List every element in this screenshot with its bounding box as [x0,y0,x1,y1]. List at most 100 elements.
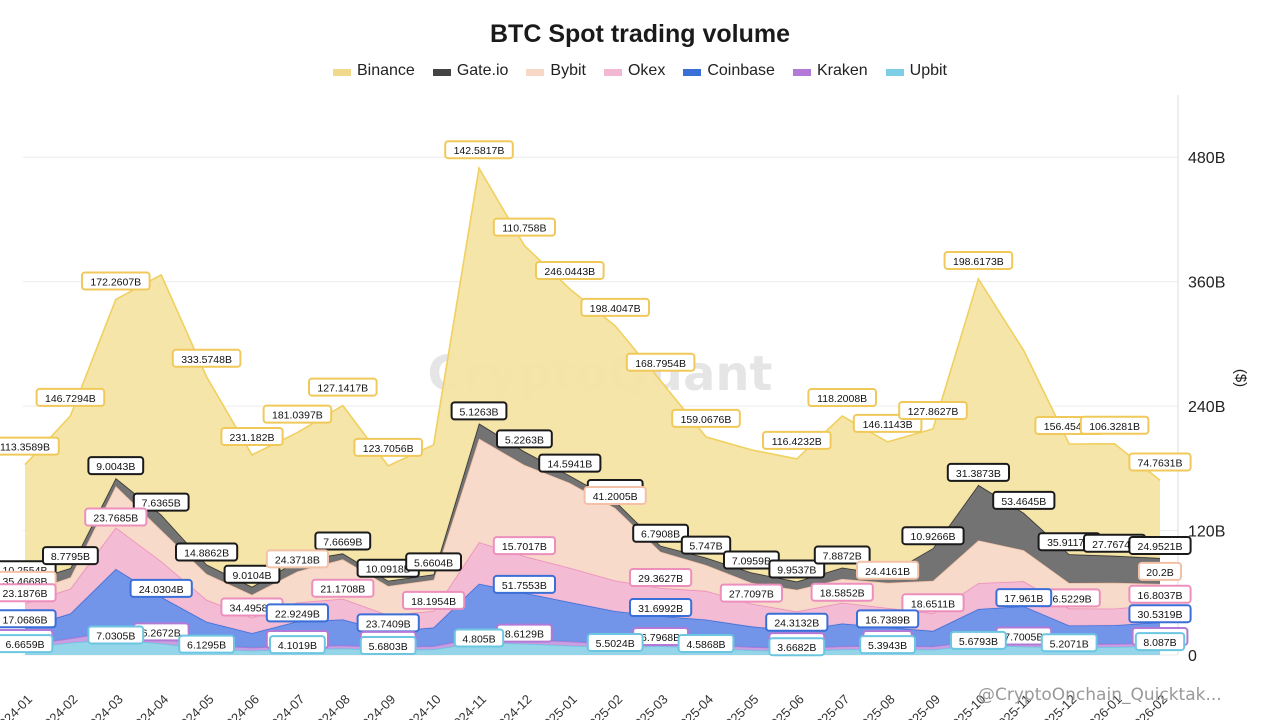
data-label-text: 5.5024B [596,638,635,650]
data-label-text: 21.1708B [320,584,365,596]
legend-item-bybit[interactable]: Bybit [526,62,586,80]
data-label-box [171,348,242,368]
data-label-box [402,590,466,610]
data-label: 5.2263B [496,429,553,449]
data-label-text: 5.6793B [959,636,998,648]
data-label: 21.1708B [311,578,375,598]
data-label: 4.1019B [269,635,326,655]
x-tick-label: 2024-05 [172,692,216,720]
legend-swatch [603,68,622,76]
data-label: 31.3873B [946,462,1010,482]
data-label-text: 31.3873B [956,468,1001,480]
data-label-text: 24.0304B [139,584,184,596]
data-label: 123.7056B [353,437,423,457]
y-tick-label: 360B [1188,275,1225,292]
data-label: 17.961B [995,588,1053,608]
data-label: 24.9521B [1128,535,1192,555]
data-label-text: 113.3589B [0,442,50,454]
data-label-text: 5.2071B [1050,638,1089,650]
data-label-text: 22.9249B [275,608,320,620]
data-label: 6.7908B [632,523,690,543]
data-label-text: 146.7294B [45,393,96,405]
legend-swatch [885,68,904,76]
data-label: 5.747B [680,535,732,555]
data-label-text: 8.087B [1143,637,1176,649]
data-label: 7.8872B [813,545,871,565]
data-label-box [262,404,333,424]
legend-item-binance[interactable]: Binance [332,62,415,80]
data-label: 106.3281B [1079,415,1150,435]
data-label-text: 5.2263B [505,434,544,446]
data-label-box [308,377,378,397]
data-label-text: 4.805B [462,634,495,646]
data-label-text: 34.4958B [230,603,275,615]
data-label-box [538,453,602,473]
data-label-text: 8.6129B [505,629,544,641]
data-label-box [856,609,920,629]
x-tick-label: 2025-09 [899,692,943,720]
data-label-text: 7.6365B [142,498,181,510]
data-label: 127.1417B [308,377,378,397]
area-binance [25,168,1160,587]
data-label-box [0,436,60,456]
data-label-text: 5.6803B [369,641,408,653]
data-label: 168.7954B [625,352,696,372]
data-label-text: 74.7631B [1138,457,1183,469]
data-label-text: 14.5941B [547,459,592,471]
data-label-text: 20.2B [1146,567,1173,579]
data-label-text: 142.5817B [454,145,505,157]
data-label: 231.182B [220,426,284,446]
y-tick-label: 240B [1188,399,1225,416]
legend-item-kraken[interactable]: Kraken [792,62,868,80]
data-label-box [1079,415,1150,435]
data-label-box [898,400,968,420]
data-label: 3.6682B [768,637,826,657]
data-label-box [762,430,832,450]
data-label: 20.2B [1138,561,1182,581]
data-label: 7.6669B [314,531,372,551]
data-label: 24.3132B [765,612,829,632]
data-label: 24.3718B [265,549,329,569]
data-label: 17.0686B [0,609,57,629]
data-label-box [0,583,57,603]
data-label-text: 5.747B [689,541,722,553]
data-label-text: 17.0686B [3,614,48,626]
data-label: 27.7097B [719,583,783,603]
data-label: 5.3943B [859,635,917,655]
x-tick-label: 2024-08 [309,692,353,720]
legend-item-coinbase[interactable]: Coinbase [683,62,775,80]
data-label: 146.7294B [35,387,106,407]
data-label: 18.5852B [810,582,874,602]
data-label-text: 5.1263B [459,406,498,418]
data-label-box [496,429,553,449]
data-label: 16.8037B [1128,584,1192,604]
data-label-text: 123.7056B [363,443,414,455]
data-label-box [768,637,826,657]
legend-item-gate-io[interactable]: Gate.io [432,62,508,80]
data-label: 23.7409B [356,613,420,633]
y-tick-label: 120B [1188,524,1225,541]
data-label-text: 23.7409B [366,618,411,630]
data-label: 24.0304B [129,578,193,598]
data-label: 74.7631B [1128,452,1192,472]
legend-item-okex[interactable]: Okex [603,62,665,80]
data-label-text: 18.6511B [911,598,955,610]
data-label-box [0,634,54,654]
data-label-text: 110.758B [502,223,546,235]
data-label: 31.6992B [629,597,693,617]
data-label: 5.5024B [586,633,644,653]
data-label-box [84,507,148,527]
data-label-text: 333.5748B [181,354,232,366]
legend-item-upbit[interactable]: Upbit [885,62,947,80]
data-label-box [946,462,1010,482]
x-tick-label: 2025-08 [853,692,897,720]
data-label: 24.4161B [856,560,920,580]
data-label-text: 16.7389B [865,614,910,626]
data-label-box [265,549,329,569]
data-label-box [535,260,605,280]
y-tick-label: 0 [1188,648,1197,665]
data-label-text: 16.8037B [1138,590,1183,602]
data-label-text: 53.4645B [1001,496,1046,508]
data-label-box [220,426,284,446]
data-label-box [223,564,281,584]
